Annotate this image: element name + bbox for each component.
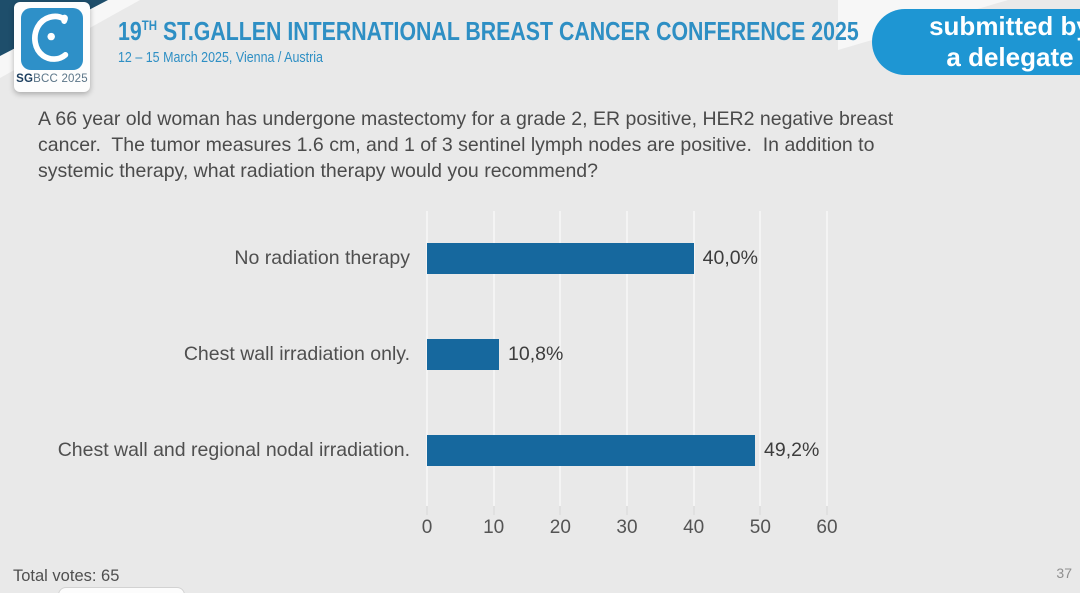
total-votes-label: Total votes: 65 [13, 567, 120, 585]
bar [427, 435, 755, 466]
x-tick-label: 40 [683, 517, 705, 538]
title-ordinal: TH [141, 17, 158, 33]
tick-mark [626, 506, 628, 515]
badge-line-1: submitted by [929, 11, 1080, 41]
bar-value-label: 49,2% [764, 439, 820, 461]
breast-logo-icon [32, 13, 69, 62]
badge-line-2: a delegate [946, 42, 1074, 72]
gridline [826, 211, 828, 506]
question-line: A 66 year old woman has undergone mastec… [38, 108, 894, 130]
tick-mark [759, 506, 762, 515]
bar-category-label: Chest wall irradiation only. [183, 343, 410, 365]
sgbcc-logo-card: SGBCC 2025 [14, 2, 90, 92]
x-tick-label: 20 [549, 517, 571, 538]
logo-text: SGBCC 2025 [16, 73, 88, 85]
gridline [759, 211, 762, 506]
page-number: 37 [1056, 565, 1072, 581]
tick-mark [426, 506, 428, 515]
tick-mark [492, 506, 495, 515]
conference-title: 19TH ST.GALLEN INTERNATIONAL BREAST CANC… [118, 16, 1021, 47]
delegate-badge: submitted by a delegate [872, 9, 1080, 75]
x-tick-label: 60 [816, 517, 838, 538]
bar [427, 243, 694, 274]
bar-category-labels: No radiation therapy Chest wall irradiati… [20, 211, 410, 506]
x-tick-label: 0 [421, 517, 433, 538]
plot-area: 0 10 20 30 40 50 60 40,0% 10,8% 49,2% [422, 211, 838, 538]
bar-value-label: 10,8% [508, 343, 564, 365]
question-text: A 66 year old woman has undergone mastec… [38, 106, 893, 184]
question-line: cancer. The tumor measures 1.6 cm, and 1… [38, 134, 875, 156]
bar-value-label: 40,0% [702, 247, 758, 269]
logo-text-sg: SG [16, 73, 34, 85]
sgbcc-logo [21, 8, 83, 70]
tick-mark [559, 506, 562, 515]
logo-text-rest: BCC 2025 [33, 73, 88, 85]
x-tick-label: 30 [616, 517, 638, 538]
x-tick-label: 50 [749, 517, 771, 538]
partial-white-box [58, 587, 185, 593]
conference-subtitle: 12 – 15 March 2025, Vienna / Austria [118, 50, 323, 66]
tick-mark [692, 506, 695, 515]
gridline [559, 211, 562, 506]
bar [427, 339, 499, 370]
title-text: ST.GALLEN INTERNATIONAL BREAST CANCER CO… [157, 16, 859, 46]
gridline [692, 211, 695, 506]
bar-category-label: No radiation therapy [234, 247, 410, 269]
gridline [626, 211, 628, 506]
question-line: systemic therapy, what radiation therapy… [38, 160, 598, 182]
bar-category-label: Chest wall and regional nodal irradiatio… [57, 439, 410, 461]
x-tick-label: 10 [483, 517, 505, 538]
tick-mark [826, 506, 828, 515]
title-number: 19 [118, 16, 142, 46]
